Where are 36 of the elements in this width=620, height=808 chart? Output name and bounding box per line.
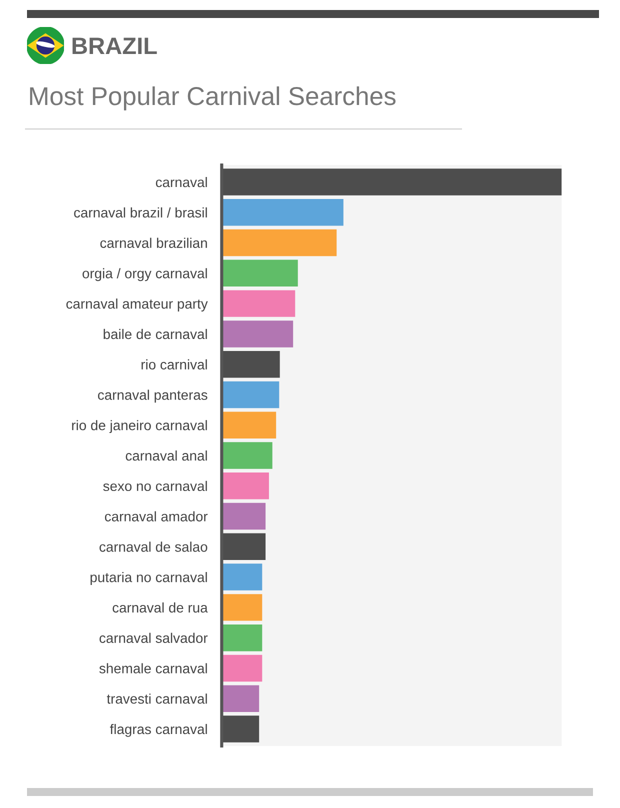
y-tick-label: carnaval anal	[126, 450, 207, 461]
y-tick-label: putaria no carnaval	[90, 572, 207, 585]
bar	[222, 199, 344, 226]
bar	[222, 260, 298, 287]
bar	[222, 654, 262, 682]
y-tick-label: sexo no carnaval	[103, 480, 207, 492]
y-tick-label: carnaval brazil / brasil	[74, 207, 207, 218]
y-tick-label: carnaval	[156, 176, 207, 188]
bar	[222, 685, 260, 712]
y-tick-label: travesti carnaval	[106, 694, 207, 704]
y-tick-label: carnaval panteras	[98, 390, 208, 403]
y-tick-label: carnaval de salao	[100, 542, 208, 552]
y-tick-label: rio carnival	[142, 359, 207, 370]
y-tick-label: rio de janeiro carnaval	[72, 420, 207, 434]
y-tick-label: carnaval brazilian	[100, 238, 207, 248]
bar	[222, 624, 262, 652]
bar	[222, 229, 337, 256]
bar	[222, 290, 296, 317]
bar	[222, 320, 294, 348]
y-tick-label: shemale carnaval	[99, 663, 207, 674]
y-tick-label: carnaval amador	[104, 511, 208, 522]
chart-title: BRAZIL	[72, 38, 157, 54]
y-tick-label: carnaval de rua	[112, 602, 208, 613]
bar	[222, 594, 262, 621]
chart-subtitle: Most Popular Carnival Searches	[30, 86, 396, 110]
bar	[222, 412, 276, 438]
bar	[222, 442, 272, 469]
bar	[222, 502, 266, 530]
y-tick-label: baile de carnaval	[104, 328, 207, 340]
y-tick-label: flagras carnaval	[110, 724, 207, 737]
bar	[222, 381, 280, 408]
y-tick-label: carnaval salvador	[100, 632, 208, 643]
y-tick-label: carnaval amateur party	[66, 298, 208, 312]
bar	[222, 472, 269, 500]
y-tick-label: orgia / orgy carnaval	[82, 268, 207, 282]
bar	[222, 564, 262, 590]
